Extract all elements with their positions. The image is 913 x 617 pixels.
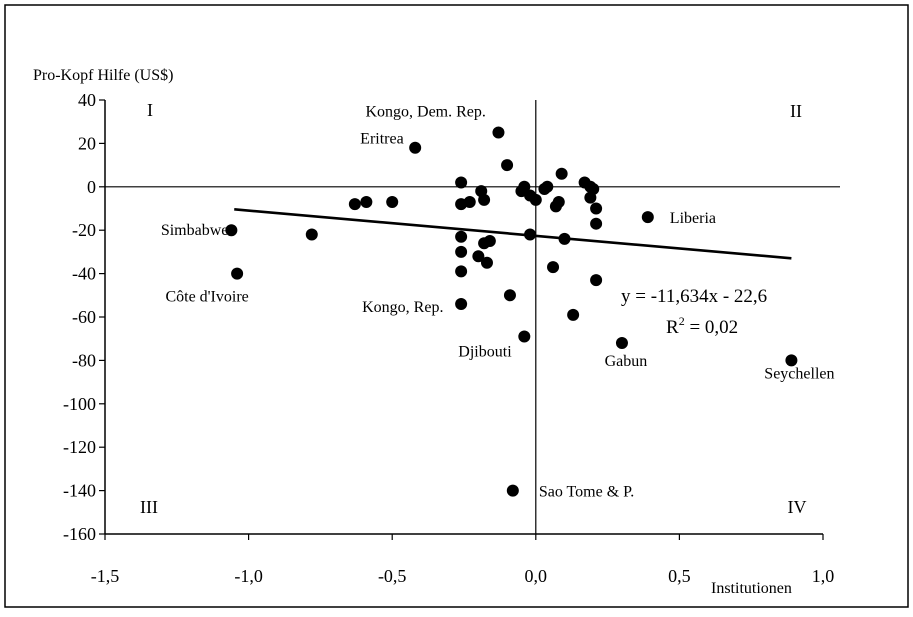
data-point — [360, 195, 373, 208]
point-labels: Seychellen Liberia Gabun Simbabwe Côte d'Ivo… — [161, 104, 835, 501]
y-axis-title: Pro-Kopf Hilfe (US$) — [33, 67, 173, 84]
data-point — [455, 265, 468, 278]
data-point — [518, 330, 531, 343]
r-squared-sup: 2 — [679, 314, 685, 328]
data-point — [785, 354, 798, 367]
data-point — [455, 230, 468, 243]
data-point — [305, 228, 318, 241]
data-point — [552, 195, 565, 208]
data-point — [541, 180, 554, 193]
data-point — [483, 235, 496, 248]
data-point — [590, 217, 603, 230]
r-squared: R2 = 0,02 — [666, 314, 738, 338]
y-tick-label: -100 — [63, 394, 96, 414]
data-point — [478, 193, 491, 206]
r-squared-value: = 0,02 — [685, 317, 738, 338]
data-point — [348, 198, 361, 211]
y-tick-label: -160 — [63, 524, 96, 544]
data-point — [455, 297, 468, 310]
data-point — [555, 167, 568, 180]
trendline — [234, 208, 792, 260]
y-tick-label: -40 — [72, 264, 96, 284]
x-ticks: -1,5 -1,0 -0,5 0,0 0,5 1,0 — [91, 534, 835, 586]
point-label: Sao Tome & P. — [539, 484, 634, 501]
x-tick-label: 1,0 — [812, 566, 835, 586]
point-label: Eritrea — [360, 131, 404, 148]
trendline-group — [234, 208, 792, 260]
data-point — [492, 126, 505, 139]
point-label: Kongo, Rep. — [362, 299, 443, 316]
data-point — [501, 159, 514, 172]
x-tick-label: -0,5 — [378, 566, 407, 586]
y-tick-label: -20 — [72, 220, 96, 240]
data-point — [455, 245, 468, 258]
data-point — [386, 195, 399, 208]
data-point — [590, 202, 603, 215]
trendline-equation: y = -11,634x - 22,6 — [621, 286, 767, 307]
data-point — [518, 180, 531, 193]
y-tick-label: -140 — [63, 481, 96, 501]
point-label: Djibouti — [458, 344, 512, 361]
data-point — [567, 308, 580, 321]
point-label: Kongo, Dem. Rep. — [365, 104, 485, 121]
y-tick-label: 40 — [78, 90, 96, 110]
data-point — [547, 261, 560, 274]
y-ticks: 40 20 0 -20 -40 -60 -80 -100 -120 -140 -160 — [63, 90, 105, 544]
y-tick-label: -120 — [63, 437, 96, 457]
quadrant-label: I — [147, 100, 153, 120]
point-label: Côte d'Ivoire — [165, 289, 248, 306]
point-label: Simbabwe — [161, 222, 229, 239]
y-tick-label: -80 — [72, 350, 96, 370]
data-point — [615, 337, 628, 350]
point-label: Seychellen — [764, 365, 834, 382]
data-point — [472, 250, 485, 263]
point-label: Liberia — [670, 210, 716, 227]
data-point — [231, 267, 244, 280]
quadrant-label: II — [790, 101, 802, 121]
x-tick-label: -1,5 — [91, 566, 120, 586]
x-tick-label: -1,0 — [234, 566, 263, 586]
r-squared-label: R — [666, 317, 679, 338]
data-point — [641, 211, 654, 224]
y-tick-label: 0 — [87, 177, 96, 197]
data-point — [455, 176, 468, 189]
data-point — [409, 141, 422, 154]
data-point — [463, 195, 476, 208]
x-tick-label: 0,0 — [525, 566, 548, 586]
data-point — [480, 256, 493, 269]
point-label: Gabun — [605, 353, 648, 370]
x-axis-title: Institutionen — [711, 580, 792, 597]
y-tick-label: 20 — [78, 133, 96, 153]
data-point — [225, 224, 238, 237]
data-point — [524, 228, 537, 241]
data-point — [558, 232, 571, 245]
data-point — [529, 193, 542, 206]
data-point — [584, 191, 597, 204]
y-tick-label: -60 — [72, 307, 96, 327]
data-point — [503, 289, 516, 302]
quadrant-label: IV — [788, 497, 807, 517]
data-point — [590, 274, 603, 287]
quadrant-label: III — [140, 497, 158, 517]
data-points — [225, 126, 798, 497]
data-point — [506, 484, 519, 497]
x-tick-label: 0,5 — [668, 566, 691, 586]
